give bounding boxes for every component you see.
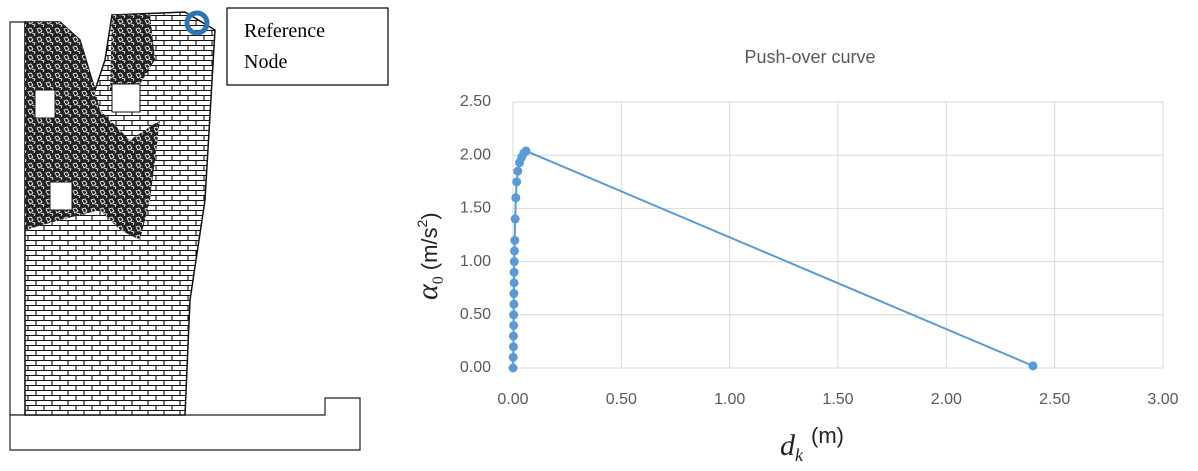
data-point bbox=[510, 246, 520, 256]
data-point bbox=[512, 177, 522, 187]
annotation: Reference bbox=[244, 20, 325, 42]
x-tick-label: 0.00 bbox=[497, 391, 528, 408]
data-point bbox=[509, 257, 519, 267]
data-point bbox=[510, 214, 520, 224]
y-tick-label: 0.50 bbox=[460, 306, 491, 323]
data-point bbox=[508, 342, 518, 352]
series-line bbox=[512, 149, 1034, 369]
y-tick-label: 1.50 bbox=[460, 200, 491, 217]
data-point bbox=[510, 235, 520, 245]
data-point bbox=[508, 352, 518, 362]
data-point bbox=[508, 363, 518, 373]
x-tick-label: 0.50 bbox=[606, 391, 637, 408]
y-tick-label: 0.00 bbox=[460, 359, 491, 376]
data-point bbox=[509, 289, 519, 299]
wall-drawing: Reference Node bbox=[9, 7, 389, 451]
x-tick-label: 3.00 bbox=[1147, 391, 1178, 408]
y-label-unit-end: ) bbox=[417, 212, 442, 219]
x-tick-label: 2.00 bbox=[931, 391, 962, 408]
data-point bbox=[509, 310, 519, 320]
x-tick-label: 1.00 bbox=[714, 391, 745, 408]
data-point bbox=[509, 299, 519, 309]
chart: Push-over curve 0.00 0.50 1.00 1.50 2.00 2.50 0… bbox=[411, 47, 1179, 465]
y-tick-label: 1.00 bbox=[460, 253, 491, 270]
x-label-symbol: d bbox=[780, 429, 796, 462]
data-point bbox=[509, 267, 519, 277]
y-label-subscript: 0 bbox=[430, 276, 447, 284]
y-tick-label: 2.50 bbox=[460, 93, 491, 110]
annotation: Node bbox=[244, 51, 287, 73]
y-label-unit: (m/s bbox=[417, 227, 442, 270]
data-point bbox=[509, 278, 519, 288]
y-label-superscript: 2 bbox=[414, 219, 430, 227]
data-point bbox=[521, 146, 531, 156]
data-point bbox=[508, 331, 518, 341]
x-label-subscript: k bbox=[795, 445, 804, 465]
data-point bbox=[1028, 361, 1038, 371]
data-point bbox=[513, 166, 523, 176]
x-tick-label: 2.50 bbox=[1039, 391, 1070, 408]
data-point bbox=[509, 320, 519, 330]
x-label-unit: (m) bbox=[811, 423, 844, 448]
x-axis-label: dk (m) bbox=[780, 423, 844, 465]
y-label-symbol: α bbox=[411, 283, 444, 300]
data-point bbox=[511, 193, 521, 203]
chart-title: Push-over curve bbox=[744, 47, 875, 67]
y-tick-label: 2.00 bbox=[460, 146, 491, 163]
x-tick-label: 1.50 bbox=[822, 391, 853, 408]
y-axis-label: α0 (m/s2) bbox=[411, 212, 447, 300]
